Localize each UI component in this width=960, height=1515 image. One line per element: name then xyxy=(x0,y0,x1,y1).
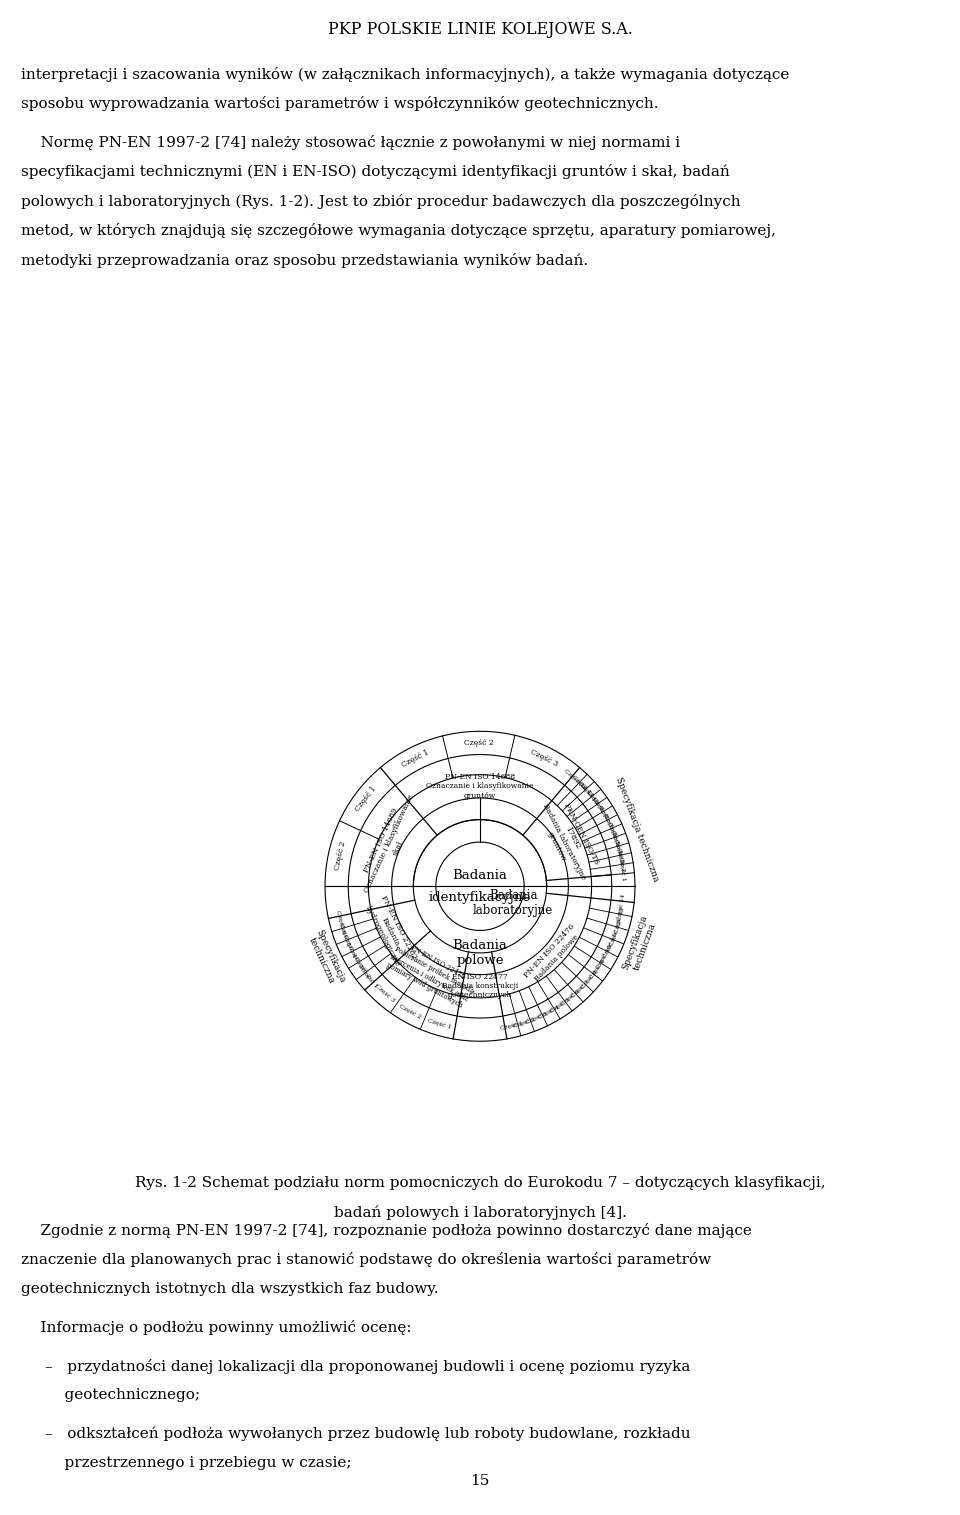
Text: PN-EN ISO 22475
Pobieranie próbek metodą
wiercenia i odkrywek oraz
pomiary wód g: PN-EN ISO 22475 Pobieranie próbek metodą… xyxy=(384,936,479,1011)
Text: Część 2: Część 2 xyxy=(464,739,493,747)
Text: PN-EN ISO 14689
Oznaczanie i klasyfikowanie
skał: PN-EN ISO 14689 Oznaczanie i klasyfikowa… xyxy=(354,789,424,898)
Text: PKN-CEN ISO/TS
17892
Badania laboratoryjne
gruntów: PKN-CEN ISO/TS 17892 Badania laboratoryj… xyxy=(534,794,604,886)
Text: Część 2: Część 2 xyxy=(616,847,626,873)
Text: Część 3: Część 3 xyxy=(373,983,396,1003)
Text: Część 14: Część 14 xyxy=(617,894,627,921)
Text: Część 9: Część 9 xyxy=(586,789,604,812)
Text: PN-EN ISO 22476
Badania polowe: PN-EN ISO 22476 Badania polowe xyxy=(523,923,584,986)
Text: Część 8: Część 8 xyxy=(580,968,599,989)
Text: Część 2: Część 2 xyxy=(333,839,348,871)
Text: Część 5: Część 5 xyxy=(548,997,571,1014)
Text: geotechnicznego;: geotechnicznego; xyxy=(45,1388,200,1401)
Text: Część 1: Część 1 xyxy=(618,856,627,882)
Text: Część 2: Część 2 xyxy=(398,1003,422,1020)
Text: badań polowych i laboratoryjnych [4].: badań polowych i laboratoryjnych [4]. xyxy=(333,1206,627,1220)
Text: Zgodnie z normą PN-EN 1997-2 [74], rozpoznanie podłoża powinno dostarczyć dane m: Zgodnie z normą PN-EN 1997-2 [74], rozpo… xyxy=(21,1223,752,1238)
Text: Część 11: Część 11 xyxy=(570,774,594,798)
Text: Część 6: Część 6 xyxy=(335,909,347,935)
Text: Część 5: Część 5 xyxy=(606,821,620,845)
Text: Część 3: Część 3 xyxy=(347,945,364,968)
Text: Część 12: Część 12 xyxy=(609,920,622,947)
Text: Część 10: Część 10 xyxy=(595,944,613,971)
Text: Rys. 1-2 Schemat podziału norm pomocniczych do Eurokodu 7 – dotyczących klasyfik: Rys. 1-2 Schemat podziału norm pomocnicz… xyxy=(134,1176,826,1189)
Text: Część 1: Część 1 xyxy=(427,1018,452,1030)
Text: Część 11: Część 11 xyxy=(602,932,618,959)
Text: Część 8: Część 8 xyxy=(591,797,609,820)
Text: Część 10: Część 10 xyxy=(578,780,600,806)
Text: identyfikacyjne: identyfikacyjne xyxy=(429,891,531,904)
Text: Część 1: Część 1 xyxy=(400,748,430,768)
Text: Część 6: Część 6 xyxy=(602,812,617,836)
Text: –   odkształceń podłoża wywołanych przez budowlę lub roboty budowlane, rozkładu: – odkształceń podłoża wywołanych przez b… xyxy=(45,1427,691,1441)
Text: –   przydatności danej lokalizacji dla proponowanej budowli i ocenę poziomu ryzy: – przydatności danej lokalizacji dla pro… xyxy=(45,1359,690,1374)
Text: Część 1: Część 1 xyxy=(359,967,379,989)
Text: Część 4: Część 4 xyxy=(610,829,623,854)
Text: specyfikacjami technicznymi (EN i EN-ISO) dotyczącymi identyfikacji gruntów i sk: specyfikacjami technicznymi (EN i EN-ISO… xyxy=(21,164,730,179)
Text: 15: 15 xyxy=(470,1474,490,1488)
Text: Specyfikacja
techniczna: Specyfikacja techniczna xyxy=(621,914,659,974)
Text: polowych i laboratoryjnych (Rys. 1-2). Jest to zbiór procedur badawczych dla pos: polowych i laboratoryjnych (Rys. 1-2). J… xyxy=(21,194,741,209)
Text: Specyfikacja techniczna: Specyfikacja techniczna xyxy=(613,776,660,883)
Text: sposobu wyprowadzania wartości parametrów i współczynników geotechnicznych.: sposobu wyprowadzania wartości parametró… xyxy=(21,97,659,111)
Text: Badania: Badania xyxy=(452,868,508,882)
Text: Część 13: Część 13 xyxy=(613,907,625,935)
Text: znaczenie dla planowanych prac i stanowić podstawę do określenia wartości parame: znaczenie dla planowanych prac i stanowi… xyxy=(21,1251,711,1267)
Text: PN-EN ISO 14688
Oznaczanie i klasyfikowanie
gruntów: PN-EN ISO 14688 Oznaczanie i klasyfikowa… xyxy=(426,773,534,800)
Text: Część 4: Część 4 xyxy=(342,933,357,957)
Text: Część 6: Część 6 xyxy=(560,988,581,1007)
Text: Część 7: Część 7 xyxy=(596,804,613,827)
Text: Normę PN-EN 1997-2 [74] należy stosować łącznie z powołanymi w niej normami i: Normę PN-EN 1997-2 [74] należy stosować … xyxy=(21,135,681,150)
Text: Część 1: Część 1 xyxy=(499,1021,523,1032)
Text: przestrzennego i przebiegu w czasie;: przestrzennego i przebiegu w czasie; xyxy=(45,1456,351,1470)
Text: metodyki przeprowadzania oraz sposobu przedstawiania wyników badań.: metodyki przeprowadzania oraz sposobu pr… xyxy=(21,253,588,268)
Text: Część 1: Część 1 xyxy=(354,785,378,814)
Text: Informacje o podłożu powinny umożliwić ocenę:: Informacje o podłożu powinny umożliwić o… xyxy=(21,1320,412,1335)
Text: Specyfikacja
techniczna: Specyfikacja techniczna xyxy=(305,927,347,988)
Text: Część 3: Część 3 xyxy=(613,838,625,864)
Text: Część 2: Część 2 xyxy=(352,956,371,979)
Text: Część 9: Część 9 xyxy=(588,957,606,980)
Text: geotechnicznych istotnych dla wszystkich faz budowy.: geotechnicznych istotnych dla wszystkich… xyxy=(21,1282,439,1295)
Text: Badania
laboratoryjne: Badania laboratoryjne xyxy=(473,889,553,917)
Text: Część 12: Część 12 xyxy=(564,768,588,791)
Text: Badania
polowe: Badania polowe xyxy=(452,939,508,967)
Text: metod, w których znajdują się szczegółowe wymagania dotyczące sprzętu, aparatury: metod, w których znajdują się szczegółow… xyxy=(21,223,776,238)
Text: Część 7: Część 7 xyxy=(570,979,590,998)
Text: Część 3: Część 3 xyxy=(529,748,559,768)
Text: Część 3: Część 3 xyxy=(525,1011,548,1026)
Text: Część 5: Część 5 xyxy=(338,921,351,947)
Text: PN-EN ISO 22282
Badania
hydrogeologiczne: PN-EN ISO 22282 Badania hydrogeologiczne xyxy=(363,894,419,970)
Text: Część 4: Część 4 xyxy=(537,1004,560,1020)
Text: EN ISO 22477
Badania konstrukcji
geotechnicznych: EN ISO 22477 Badania konstrukcji geotech… xyxy=(442,973,518,1000)
Text: Część 2: Część 2 xyxy=(513,1017,536,1029)
Text: PKP POLSKIE LINIE KOLEJOWE S.A.: PKP POLSKIE LINIE KOLEJOWE S.A. xyxy=(327,21,633,38)
Text: interpretacji i szacowania wyników (w załącznikach informacyjnych), a także wyma: interpretacji i szacowania wyników (w za… xyxy=(21,67,789,82)
